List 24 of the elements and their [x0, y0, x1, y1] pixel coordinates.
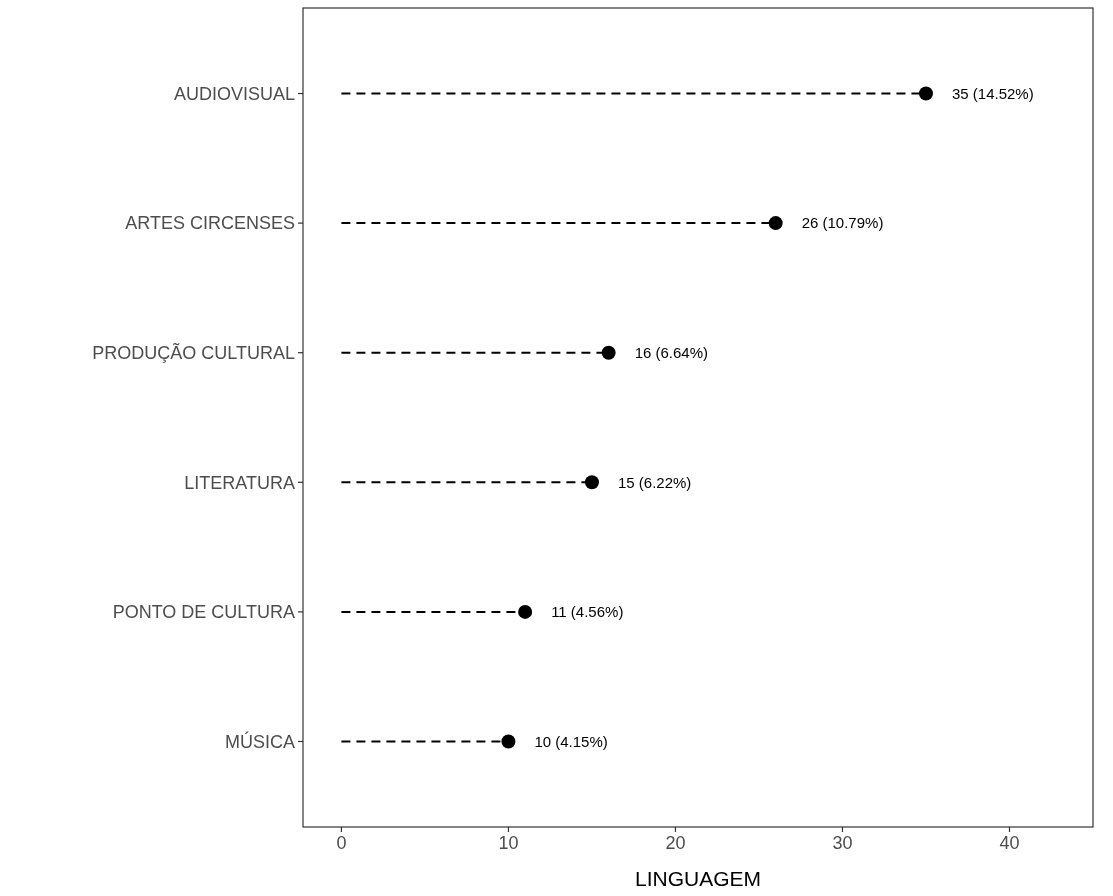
- data-label: 16 (6.64%): [634, 343, 709, 361]
- y-tick-label: MÚSICA: [224, 730, 295, 752]
- data-label: 15 (6.22%): [617, 473, 692, 491]
- data-label: 10 (4.15%): [534, 732, 608, 750]
- y-tick-label: PRODUÇÃO CULTURAL: [92, 342, 295, 364]
- y-tick-label: LITERATURA: [184, 472, 295, 493]
- point: [918, 86, 933, 101]
- x-tick-label: 40: [999, 833, 1020, 853]
- x-tick-label: 30: [832, 833, 853, 853]
- y-tick-label: AUDIOVISUAL: [173, 83, 295, 104]
- y-tick-label: ARTES CIRCENSES: [125, 213, 295, 234]
- x-tick-label: 10: [498, 833, 519, 853]
- data-label: 11 (4.56%): [551, 603, 624, 621]
- x-axis-title: LINGUAGEM: [634, 867, 762, 890]
- x-tick-label: 0: [336, 833, 347, 853]
- data-label: 26 (10.79%): [801, 214, 884, 232]
- point: [501, 734, 516, 749]
- x-tick-label: 20: [665, 833, 686, 853]
- point: [584, 475, 599, 490]
- point: [518, 604, 533, 619]
- y-tick-label: PONTO DE CULTURA: [112, 602, 295, 623]
- point: [768, 216, 783, 231]
- data-label: 35 (14.52%): [951, 84, 1034, 102]
- point: [601, 345, 616, 360]
